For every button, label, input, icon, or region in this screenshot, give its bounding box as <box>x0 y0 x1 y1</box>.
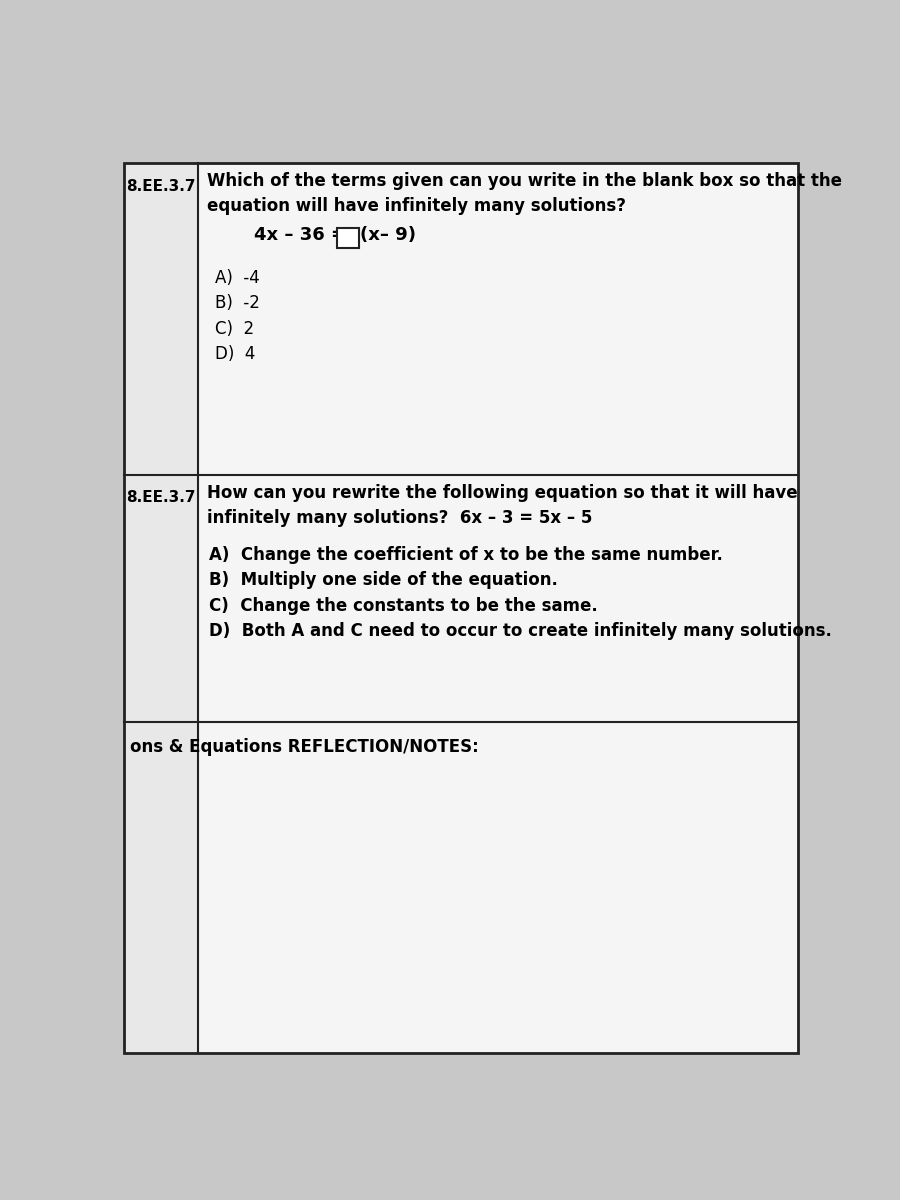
Bar <box>338 228 359 248</box>
Text: D)  Both A and C need to occur to create infinitely many solutions.: D) Both A and C need to occur to create … <box>209 622 832 640</box>
Text: ons & Equations REFLECTION/NOTES:: ons & Equations REFLECTION/NOTES: <box>130 738 479 756</box>
Text: D)  4: D) 4 <box>215 344 256 362</box>
Text: 8.EE.3.7: 8.EE.3.7 <box>126 491 195 505</box>
Text: equation will have infinitely many solutions?: equation will have infinitely many solut… <box>207 197 626 215</box>
Text: (x– 9): (x– 9) <box>361 227 417 245</box>
Text: C)  2: C) 2 <box>215 319 254 337</box>
Text: How can you rewrite the following equation so that it will have: How can you rewrite the following equati… <box>207 485 797 503</box>
Bar <box>124 721 198 1052</box>
Text: B)  Multiply one side of the equation.: B) Multiply one side of the equation. <box>209 571 557 589</box>
Bar <box>124 163 198 475</box>
Text: A)  Change the coefficient of x to be the same number.: A) Change the coefficient of x to be the… <box>209 546 723 564</box>
Text: infinitely many solutions?  6x – 3 = 5x – 5: infinitely many solutions? 6x – 3 = 5x –… <box>207 509 592 527</box>
Text: C)  Change the constants to be the same.: C) Change the constants to be the same. <box>209 596 598 614</box>
Text: 8.EE.3.7: 8.EE.3.7 <box>126 179 195 193</box>
Text: 4x – 36 =: 4x – 36 = <box>254 227 352 245</box>
Text: Which of the terms given can you write in the blank box so that the: Which of the terms given can you write i… <box>207 173 842 191</box>
Bar <box>338 228 359 248</box>
Text: A)  -4: A) -4 <box>215 269 259 287</box>
Bar <box>124 475 198 721</box>
Text: B)  -2: B) -2 <box>215 294 260 312</box>
